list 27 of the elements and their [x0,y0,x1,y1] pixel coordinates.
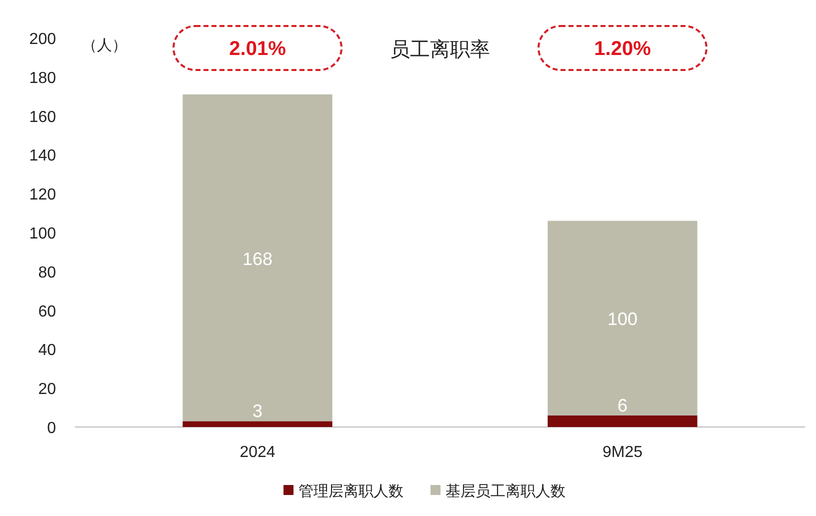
y-tick-label: 20 [38,381,56,398]
y-tick-label: 40 [38,342,56,360]
bar [548,415,698,427]
legend-label: 管理层离职人数 [298,483,404,500]
y-tick-label: 200 [29,31,56,48]
y-tick-label: 60 [38,303,56,320]
x-tick-label: 2024 [240,444,276,461]
bar [182,421,332,427]
data-label: 6 [617,395,628,416]
annotation: 2.01% [229,38,286,60]
data-label: 168 [242,248,273,269]
y-axis-title: （人） [82,37,127,54]
data-label: 100 [607,309,638,330]
y-tick-label: 180 [29,70,56,87]
y-tick-label: 0 [47,420,56,437]
y-tick-label: 160 [29,108,56,126]
y-tick-label: 120 [29,186,56,204]
bar [548,220,698,416]
data-label: 3 [252,401,263,422]
annotation: 1.20% [594,38,652,60]
y-tick-label: 100 [29,226,56,242]
y-tick-label: 80 [38,264,56,282]
x-tick-label: 9M25 [602,444,643,461]
y-tick-label: 140 [29,148,56,165]
bar [182,94,332,422]
legend-label: 基层员工离职人数 [446,483,566,500]
annotation: 员工离职率 [390,39,490,61]
